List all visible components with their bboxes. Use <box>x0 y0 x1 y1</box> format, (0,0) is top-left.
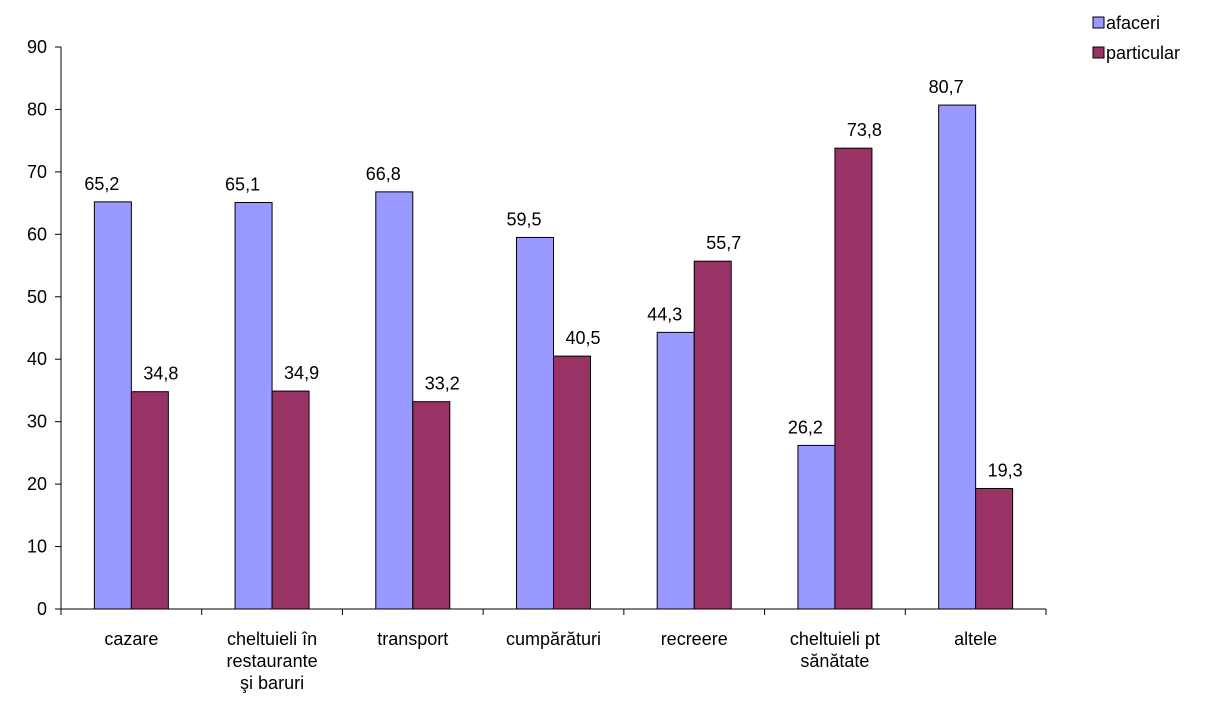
data-label-afaceri: 59,5 <box>506 209 541 229</box>
category-label: altele <box>954 629 997 649</box>
bar-afaceri <box>938 104 977 610</box>
data-label-afaceri: 65,1 <box>225 174 260 194</box>
y-tick-label: 70 <box>27 162 47 182</box>
bar-afaceri <box>234 201 273 610</box>
category-label: recreere <box>661 629 728 649</box>
y-tick-label: 40 <box>27 349 47 369</box>
category-label-line: restaurante <box>227 651 318 671</box>
data-label-particular: 19,3 <box>988 460 1023 480</box>
y-tick-label: 50 <box>27 287 47 307</box>
y-tick-label: 90 <box>27 37 47 57</box>
bar-particular <box>130 391 169 610</box>
data-label-particular: 33,2 <box>425 374 460 394</box>
data-label-afaceri: 65,2 <box>84 174 119 194</box>
category-label-line: altele <box>954 629 997 649</box>
data-label-particular: 40,5 <box>565 328 600 348</box>
data-label-afaceri: 44,3 <box>647 304 682 324</box>
bar-afaceri <box>797 444 836 610</box>
category-label: cheltuieli în restaurante şi baruri <box>227 629 318 693</box>
legend-swatch-afaceri <box>1092 16 1105 29</box>
category-label-line: transport <box>377 629 448 649</box>
legend-label-afaceri: afaceri <box>1106 13 1160 33</box>
bar-afaceri <box>93 201 132 610</box>
bar-afaceri <box>656 331 695 610</box>
category-label-line: cheltuieli în <box>227 629 317 649</box>
bar-particular <box>693 260 732 610</box>
category-label-line: cheltuieli pt <box>790 629 880 649</box>
data-label-afaceri: 80,7 <box>929 77 964 97</box>
bar-particular <box>834 147 873 610</box>
category-label-line: cumpărături <box>506 629 601 649</box>
data-label-particular: 73,8 <box>847 120 882 140</box>
bar-afaceri <box>375 191 414 610</box>
category-label-line: cazare <box>104 629 158 649</box>
bar-particular <box>412 401 451 610</box>
bars-group <box>93 104 1014 610</box>
data-label-afaceri: 26,2 <box>788 417 823 437</box>
y-tick-label: 60 <box>27 224 47 244</box>
bar-afaceri <box>516 236 554 610</box>
category-label-line: sănătate <box>800 651 869 671</box>
legend-swatch-particular <box>1092 46 1105 59</box>
y-axis-ticks: 0 10 20 30 40 50 60 70 80 90 <box>27 37 61 619</box>
y-tick-label: 0 <box>37 599 47 619</box>
bar-particular <box>553 355 591 610</box>
legend: afaceri particular <box>1092 13 1180 63</box>
y-tick-label: 80 <box>27 99 47 119</box>
category-label-line: şi baruri <box>240 673 304 693</box>
category-label: transport <box>377 629 448 649</box>
bar-particular <box>975 487 1014 610</box>
bar-particular <box>271 390 310 610</box>
data-label-particular: 34,8 <box>143 364 178 384</box>
data-label-particular: 55,7 <box>706 233 741 253</box>
category-labels: cazare cheltuieli în restaurante şi baruri t… <box>104 629 997 693</box>
category-label: cheltuieli pt sănătate <box>790 629 880 671</box>
x-axis-ticks <box>60 609 1047 615</box>
legend-label-particular: particular <box>1106 43 1180 63</box>
y-tick-label: 20 <box>27 474 47 494</box>
y-tick-label: 10 <box>27 537 47 557</box>
data-label-particular: 34,9 <box>284 363 319 383</box>
data-label-afaceri: 66,8 <box>366 164 401 184</box>
category-label: cumpărături <box>506 629 601 649</box>
data-labels-group: 65,2 65,1 66,8 59,5 44,3 26,2 80,7 34,8 34,9 33,2… <box>84 77 1022 480</box>
y-tick-label: 30 <box>27 412 47 432</box>
category-label: cazare <box>104 629 158 649</box>
category-label-line: recreere <box>661 629 728 649</box>
